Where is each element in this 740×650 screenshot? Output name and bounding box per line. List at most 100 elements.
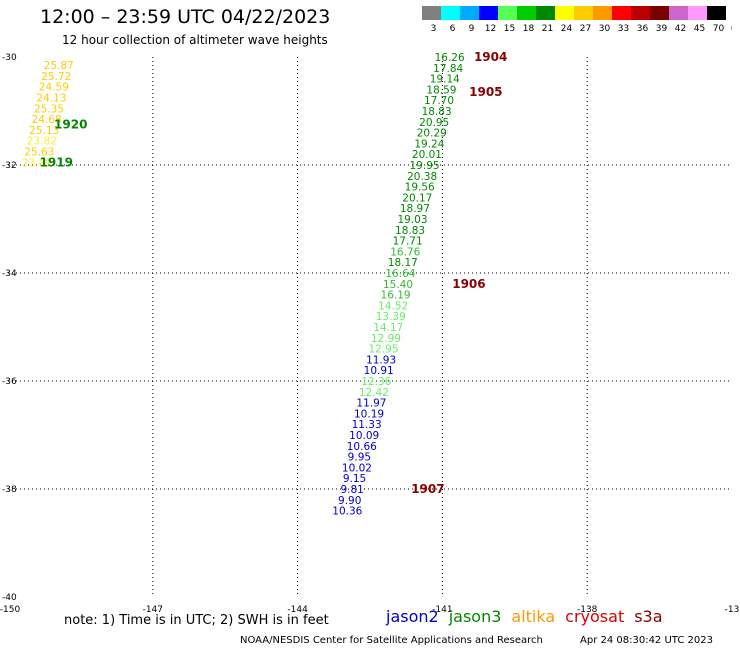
y-tick-label: -30 [2,53,17,63]
wave-height-point: 23.89 [22,157,52,169]
x-tick-label: -13 [725,605,740,615]
x-tick-label: -144 [287,605,308,615]
colorbar-swatch [650,6,669,20]
colorbar-swatch [593,6,612,20]
wave-height-point: 16.64 [385,268,415,280]
wave-height-point: 9.81 [340,484,363,496]
wave-height-point: 20.95 [419,117,449,129]
wave-height-point: 20.01 [412,149,442,161]
wave-height-point: 17.84 [433,63,463,75]
wave-height-point: 19.14 [430,74,460,86]
wave-height-point: 20.38 [407,171,437,183]
wave-height-point: 20.17 [402,192,432,204]
pass-labels: 1904 1905 1906 1907 1920 1919 [40,50,508,496]
colorbar-label: 18 [523,24,535,34]
wave-height-point: 25.72 [41,71,71,83]
colorbar-label: 42 [675,24,686,34]
colorbar-label: 33 [618,24,629,34]
colorbar-label: 45 [694,24,705,34]
wave-height-point: 25.87 [44,60,74,72]
grid-lines [8,57,732,597]
wave-height-point: 12.95 [368,344,398,356]
x-axis-ticks: -150 -147 -144 -141 -138 -13 [0,605,739,615]
colorbar-swatch [441,6,460,20]
colorbar-label: 24 [561,24,573,34]
legend-item-altika: altika [511,607,556,626]
wave-height-point: 10.66 [347,441,377,453]
wave-height-point: 18.97 [400,203,430,215]
wave-height-point: 25.35 [34,103,64,115]
colorbar-label: 30 [599,24,611,34]
wave-height-point: 10.36 [332,506,362,518]
wave-height-point: 25.13 [29,125,59,137]
satellite-legend: jason2 jason3 altika cryosat s3a [386,607,673,626]
wave-height-point: 13.39 [376,311,406,323]
wave-height-point: 9.95 [348,452,371,464]
colorbar-label: 36 [637,24,649,34]
wave-height-point: 20.29 [417,128,447,140]
colorbar-label: 6 [450,24,456,34]
colorbar-swatch [574,6,593,20]
legend-item-cryosat: cryosat [565,607,625,626]
wave-height-point: 10.91 [364,365,394,377]
colorbar-swatch [479,6,498,20]
colorbar-swatch [422,6,441,20]
colorbar-label: 70 [713,24,725,34]
pass-number-label: 1920 [54,118,87,132]
wave-height-point: 18.83 [395,225,425,237]
colorbar-swatch [612,6,631,20]
pass-number-label: 1905 [469,85,502,99]
x-tick-label: -138 [577,605,598,615]
wave-height-point: 12.36 [361,376,391,388]
wave-height-point: 16.26 [435,52,465,64]
wave-height-point: 10.19 [354,408,384,420]
wave-height-point: 17.71 [393,236,423,248]
colorbar-label: 21 [542,24,553,34]
wave-height-point: 23.82 [27,136,57,148]
colorbar-swatch [707,6,726,20]
chart-title: 12:00 – 23:59 UTC 04/22/2023 [40,6,331,28]
colorbar-swatch [460,6,479,20]
wave-height-point: 16.76 [390,246,420,258]
colorbar-swatch [517,6,536,20]
colorbar-swatch [688,6,707,20]
wave-height-point: 11.33 [352,419,382,431]
colorbar-swatch [631,6,650,20]
wave-height-point: 11.93 [366,354,396,366]
y-axis-ticks: -30 -32 -34 -36 -38 -40 [2,53,17,603]
wave-height-point: 16.19 [381,290,411,302]
colorbar-label: 9 [469,24,475,34]
wave-height-point: 11.97 [356,398,386,410]
y-tick-label: -40 [2,593,17,603]
wave-height-point: 19.24 [414,138,444,150]
pass-number-label: 1919 [40,155,73,169]
wave-height-point: 9.15 [343,473,366,485]
y-tick-label: -34 [2,269,17,279]
colorbar-label: 27 [580,24,591,34]
credit-text: NOAA/NESDIS Center for Satellite Applica… [240,635,543,646]
wave-height-point: 18.83 [422,106,452,118]
wave-height-point: 12.99 [371,333,401,345]
generation-timestamp: Apr 24 08:30:42 UTC 2023 [580,635,713,646]
x-tick-label: -141 [432,605,452,615]
wave-height-point: 14.52 [378,300,408,312]
wave-height-point: 9.90 [338,495,361,507]
wave-height-point: 18.59 [426,84,456,96]
wave-height-point: 24.13 [36,93,66,105]
colorbar-swatch [669,6,688,20]
y-tick-label: -38 [2,485,17,495]
wave-height-point: 17.70 [424,95,454,107]
units-note: note: 1) Time is in UTC; 2) SWH is in fe… [64,613,329,628]
wave-height-point: 12.42 [359,387,389,399]
wave-height-point: 24.59 [39,82,69,94]
colorbar-label: 15 [504,24,515,34]
x-tick-label: -147 [143,605,163,615]
colorbar-swatch [555,6,574,20]
wave-height-point: 24.68 [32,114,62,126]
legend-item-jason3: jason3 [448,607,502,626]
wave-height-point: 25.63 [24,147,54,159]
wave-height-point: 15.40 [383,279,413,291]
wave-height-point: 14.17 [373,322,403,334]
